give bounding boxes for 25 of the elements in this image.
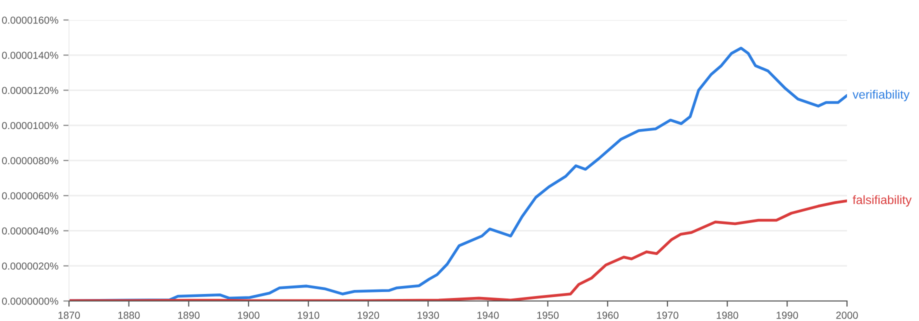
x-tick-label: 1890 bbox=[178, 312, 200, 319]
x-tick-label: 1870 bbox=[58, 312, 80, 319]
x-tick-label: 1990 bbox=[776, 312, 798, 319]
y-tick-label: 0.0000080% bbox=[2, 157, 58, 164]
y-tick-label: 0.0000040% bbox=[2, 227, 58, 235]
x-tick-label: 1930 bbox=[418, 312, 439, 319]
y-tick-label: 0.0000140% bbox=[2, 52, 58, 59]
x-tick-label: 1900 bbox=[238, 312, 260, 319]
y-tick-label: 0.0000160% bbox=[2, 16, 58, 24]
x-tick-label: 1920 bbox=[358, 312, 380, 319]
y-tick-label: 0.0000100% bbox=[2, 122, 58, 130]
y-tick-label: 0.0000120% bbox=[2, 86, 58, 94]
y-tick-label: 0.0000060% bbox=[2, 192, 58, 200]
y-tick-label: 0.0000020% bbox=[2, 262, 58, 270]
y-tick-label: 0.0000000% bbox=[2, 298, 58, 305]
x-tick-label: 1980 bbox=[716, 312, 738, 319]
x-tick-label: 2000 bbox=[836, 312, 858, 319]
x-tick-label: 1910 bbox=[298, 312, 320, 319]
x-tick-label: 1940 bbox=[477, 312, 499, 319]
series-label: verifiability bbox=[852, 90, 910, 102]
x-tick-label: 1970 bbox=[656, 312, 678, 319]
series-label: falsifiability bbox=[852, 195, 912, 207]
x-tick-label: 1950 bbox=[537, 312, 559, 319]
x-tick-label: 1960 bbox=[597, 312, 618, 319]
x-tick-label: 1880 bbox=[118, 312, 140, 319]
